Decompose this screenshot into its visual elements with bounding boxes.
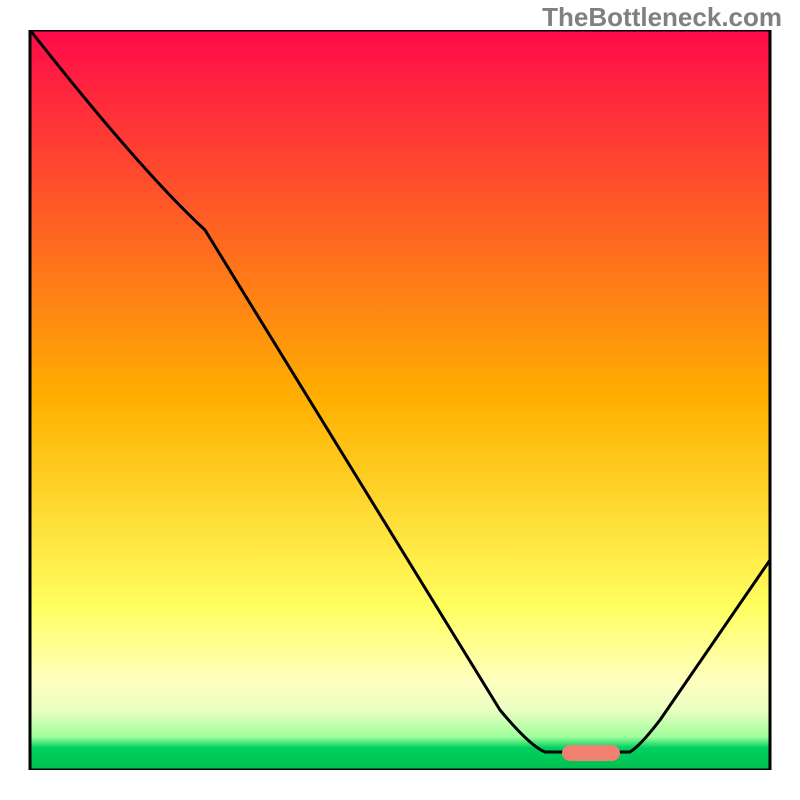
gradient-background (30, 30, 770, 770)
chart-svg (0, 30, 800, 770)
optimal-range-marker (562, 745, 620, 761)
watermark-text: TheBottleneck.com (542, 2, 782, 33)
plot-area (0, 30, 800, 770)
chart-container: TheBottleneck.com (0, 0, 800, 800)
